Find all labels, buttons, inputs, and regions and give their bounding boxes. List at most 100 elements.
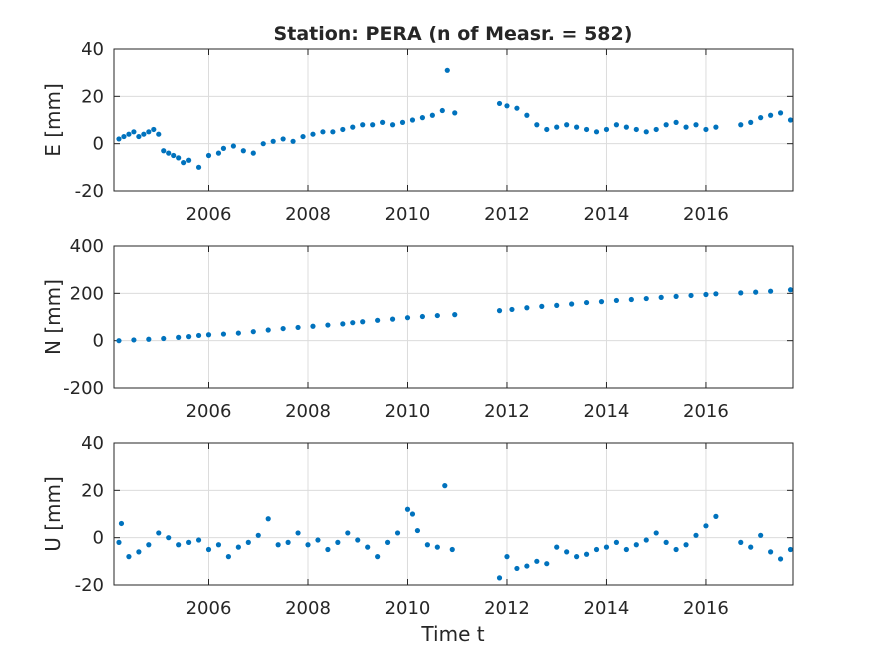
data-point <box>424 542 430 548</box>
x-tick-label: 2016 <box>683 401 729 422</box>
data-point <box>121 133 127 140</box>
data-point <box>583 126 590 133</box>
data-point <box>569 301 575 307</box>
data-point <box>250 329 256 335</box>
data-point <box>176 155 182 161</box>
data-point <box>265 516 271 522</box>
data-point <box>544 561 550 567</box>
data-point <box>653 126 659 133</box>
data-point <box>663 122 669 128</box>
data-point <box>434 312 440 319</box>
data-point <box>250 150 256 156</box>
data-point <box>394 530 401 536</box>
data-point <box>683 542 689 548</box>
data-point <box>768 288 774 294</box>
data-point <box>593 546 600 553</box>
plot-area <box>114 443 793 585</box>
data-point <box>389 316 396 322</box>
data-point <box>514 105 520 111</box>
y-axis-label: E [mm] <box>41 83 65 157</box>
data-point <box>777 556 784 562</box>
data-point <box>738 122 744 128</box>
y-tick-label: 0 <box>93 134 104 155</box>
data-point <box>375 317 381 323</box>
data-point <box>205 332 212 338</box>
data-point <box>603 126 610 133</box>
data-point <box>255 532 261 538</box>
data-point <box>220 145 227 151</box>
data-point <box>116 136 122 142</box>
data-point <box>166 535 172 541</box>
plot-area <box>114 246 793 388</box>
data-point <box>290 138 296 144</box>
data-point <box>195 537 202 543</box>
y-tick-label: -20 <box>75 575 104 596</box>
data-point <box>141 131 147 137</box>
data-point <box>623 546 629 553</box>
data-point <box>280 136 286 142</box>
y-tick-label: -20 <box>75 181 104 202</box>
data-point <box>574 554 580 560</box>
data-point <box>643 295 649 302</box>
data-point <box>350 124 356 130</box>
data-point <box>176 542 182 548</box>
data-point <box>703 126 709 133</box>
x-tick-label: 2008 <box>285 204 331 225</box>
x-tick-label: 2008 <box>285 401 331 422</box>
data-point <box>315 537 321 543</box>
data-point <box>220 331 227 337</box>
data-point <box>603 544 610 550</box>
data-point <box>285 539 291 546</box>
data-point <box>452 312 458 318</box>
data-point <box>146 542 152 548</box>
data-point <box>360 319 366 325</box>
data-point <box>554 544 560 550</box>
axes-box <box>113 245 794 389</box>
data-point <box>245 539 251 546</box>
data-point <box>688 292 694 299</box>
x-tick-label: 2012 <box>484 598 530 619</box>
data-point <box>713 291 719 297</box>
data-point <box>215 542 222 548</box>
data-point <box>280 325 286 332</box>
data-point <box>748 119 754 125</box>
data-point <box>195 164 202 170</box>
data-point <box>444 67 450 73</box>
data-point <box>240 148 246 154</box>
data-point <box>235 330 241 336</box>
data-point <box>186 334 192 340</box>
y-tick-label: 20 <box>81 480 104 501</box>
data-point <box>554 124 560 130</box>
x-tick-label: 2010 <box>385 204 431 225</box>
data-point <box>414 527 421 534</box>
data-point <box>496 308 503 314</box>
data-point <box>539 303 545 309</box>
data-point <box>787 287 794 293</box>
data-point <box>643 129 649 135</box>
data-point <box>375 554 381 560</box>
data-point <box>171 152 177 159</box>
data-point <box>325 322 331 328</box>
data-point <box>126 554 132 560</box>
data-point <box>161 335 167 342</box>
x-tick-label: 2010 <box>385 401 431 422</box>
data-point <box>419 313 426 320</box>
data-point <box>496 575 503 581</box>
data-point <box>131 129 137 135</box>
data-point <box>116 539 122 546</box>
x-tick-label: 2014 <box>584 401 630 422</box>
data-point <box>205 152 212 159</box>
data-point <box>713 124 719 130</box>
data-point <box>673 293 679 300</box>
data-point <box>554 302 560 309</box>
data-point <box>534 122 540 128</box>
data-point <box>270 138 276 144</box>
x-tick-label: 2006 <box>186 204 232 225</box>
data-point <box>136 549 142 555</box>
data-point <box>340 321 346 327</box>
x-axis-label: Time t <box>420 622 484 646</box>
subplot-2: 2006 2008 2010 2012 2014 2016 -200 0 200 400 N [mm… <box>41 236 794 422</box>
data-point <box>350 320 356 326</box>
data-point <box>136 133 142 140</box>
